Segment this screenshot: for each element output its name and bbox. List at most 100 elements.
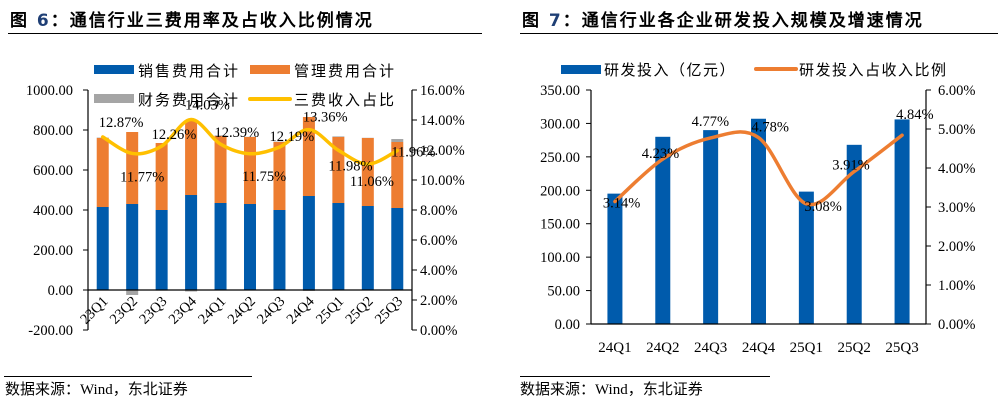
y2-tick-label: 14.00% bbox=[420, 113, 465, 129]
bar-finance bbox=[332, 136, 345, 137]
y-tick-label: 0.00 bbox=[555, 317, 580, 333]
y-tick-label: 100.00 bbox=[540, 250, 580, 266]
y-tick-label: 1000.00 bbox=[26, 83, 73, 99]
chart-6: -200.00 0.00 200.00 400.00 600.00 800.00 1000.… bbox=[26, 62, 465, 339]
figure-7-source: 数据来源：Wind，东北证券 bbox=[520, 382, 703, 398]
data-label: 12.19% bbox=[269, 129, 314, 145]
x-tick-label: 24Q4 bbox=[284, 293, 319, 328]
y2-tick-label: 5.00% bbox=[938, 122, 975, 138]
bar-rd-investment bbox=[655, 136, 671, 324]
data-label: 12.26% bbox=[152, 127, 197, 143]
legend-label: 三费收入占比 bbox=[294, 91, 396, 109]
y-tick-label: 50.00 bbox=[547, 284, 580, 300]
legend-label: 财务费用合计 bbox=[138, 91, 240, 109]
legend-label: 研发投入占收入比例 bbox=[799, 61, 948, 79]
x-tick-label: 25Q3 bbox=[372, 294, 406, 328]
y-tick-label: 300.00 bbox=[540, 116, 580, 132]
legend-label: 销售费用合计 bbox=[138, 62, 240, 80]
data-label: 13.36% bbox=[303, 110, 348, 126]
data-label: 3.91% bbox=[832, 158, 869, 174]
bar-finance bbox=[214, 135, 227, 136]
x-tick-label: 23Q3 bbox=[136, 294, 170, 328]
y-tick-label: 200.00 bbox=[33, 243, 73, 259]
bar-finance bbox=[126, 290, 139, 295]
bar-sales bbox=[302, 196, 315, 290]
y2-tick-label: 6.00% bbox=[938, 83, 975, 99]
data-label: 4.78% bbox=[752, 120, 789, 136]
bar-sales bbox=[126, 204, 139, 290]
data-label: 3.08% bbox=[804, 199, 841, 215]
figure-7-title-prefix: 图 bbox=[522, 11, 549, 31]
y2-tick-label: 3.00% bbox=[938, 200, 975, 216]
bar-admin bbox=[185, 121, 198, 195]
y-tick-label: 800.00 bbox=[33, 123, 73, 139]
bar-sales bbox=[273, 210, 286, 290]
legend-swatch bbox=[94, 65, 134, 74]
figure-6-panel: 图 6：通信行业三费用率及占收入比例情况 -200.00 0.00 200.00 40… bbox=[0, 0, 500, 406]
y-tick-label: 150.00 bbox=[540, 217, 580, 233]
figure-6-title-prefix: 图 bbox=[10, 11, 37, 31]
bar-admin bbox=[155, 143, 168, 210]
x-tick-label: 25Q2 bbox=[838, 340, 871, 356]
bar-sales bbox=[332, 203, 345, 290]
source-rule bbox=[4, 376, 252, 377]
y2-tick-label: 1.00% bbox=[938, 278, 975, 294]
figure-7-number: 7 bbox=[548, 11, 563, 31]
y2-tick-label: 6.00% bbox=[420, 233, 457, 249]
figure-6-source: 数据来源：Wind，东北证券 bbox=[5, 382, 188, 398]
bar-admin bbox=[391, 142, 404, 208]
data-label: 11.96% bbox=[391, 145, 435, 161]
bar-rd-investment bbox=[703, 130, 719, 324]
bar-admin bbox=[273, 142, 286, 210]
bar-sales bbox=[214, 203, 227, 290]
x-tick-label: 24Q4 bbox=[742, 340, 776, 356]
x-tick-label: 24Q3 bbox=[254, 294, 288, 328]
legend-label: 研发投入（亿元） bbox=[604, 61, 736, 79]
y-tick-label: 350.00 bbox=[540, 83, 580, 99]
x-tick-label: 24Q2 bbox=[646, 340, 679, 356]
bar-finance bbox=[391, 139, 404, 142]
y2-tick-label: 12.00% bbox=[420, 143, 465, 159]
x-tick-label: 23Q4 bbox=[166, 293, 201, 328]
x-tick-label: 24Q3 bbox=[694, 340, 727, 356]
y2-tick-label: 16.00% bbox=[420, 83, 465, 99]
bar-rd-investment bbox=[846, 144, 862, 324]
data-label: 3.14% bbox=[603, 196, 640, 212]
x-tick-label: 25Q1 bbox=[313, 294, 347, 328]
y-tick-label: 250.00 bbox=[540, 150, 580, 166]
x-tick-label: 25Q3 bbox=[885, 340, 918, 356]
y-tick-label: 600.00 bbox=[33, 163, 73, 179]
bar-rd-investment bbox=[607, 193, 623, 324]
data-label: 12.39% bbox=[215, 125, 260, 141]
source-rule bbox=[520, 376, 770, 377]
figure-7-title: 图 7：通信行业各企业研发投入规模及增速情况 bbox=[522, 6, 924, 31]
y2-tick-label: 4.00% bbox=[420, 263, 457, 279]
data-label: 4.23% bbox=[642, 146, 679, 162]
bar-rd-investment bbox=[751, 118, 766, 325]
bar-finance bbox=[185, 290, 198, 292]
bar-rd-investment bbox=[798, 191, 814, 324]
y2-tick-label: 2.00% bbox=[938, 239, 975, 255]
bar-admin bbox=[214, 136, 227, 203]
bar-sales bbox=[155, 210, 168, 290]
line-expense-ratio bbox=[100, 117, 400, 166]
bar-admin bbox=[361, 138, 374, 206]
title-rule bbox=[8, 33, 482, 34]
y-tick-label: -200.00 bbox=[28, 323, 73, 339]
y2-tick-label: 10.00% bbox=[420, 173, 465, 189]
figure-6-number: 6 bbox=[36, 11, 51, 31]
y2-tick-label: 2.00% bbox=[420, 293, 457, 309]
chart-7: 0.00 50.00 100.00 150.00 200.00 250.00 300.00 3… bbox=[540, 61, 975, 356]
x-tick-label: 24Q2 bbox=[225, 294, 259, 328]
x-tick-label: 25Q1 bbox=[790, 340, 823, 356]
y2-tick-label: 0.00% bbox=[420, 323, 457, 339]
bar-sales bbox=[391, 208, 404, 290]
bar-sales bbox=[185, 195, 198, 290]
y2-tick-label: 0.00% bbox=[938, 317, 975, 333]
y2-tick-label: 4.00% bbox=[938, 161, 975, 177]
data-label: 4.77% bbox=[692, 114, 729, 130]
figure-7-title-text: ：通信行业各企业研发投入规模及增速情况 bbox=[562, 11, 924, 31]
figure-6-title-text: ：通信行业三费用率及占收入比例情况 bbox=[50, 11, 374, 31]
x-tick-label: 24Q1 bbox=[598, 340, 631, 356]
data-label: 11.98% bbox=[328, 158, 372, 174]
